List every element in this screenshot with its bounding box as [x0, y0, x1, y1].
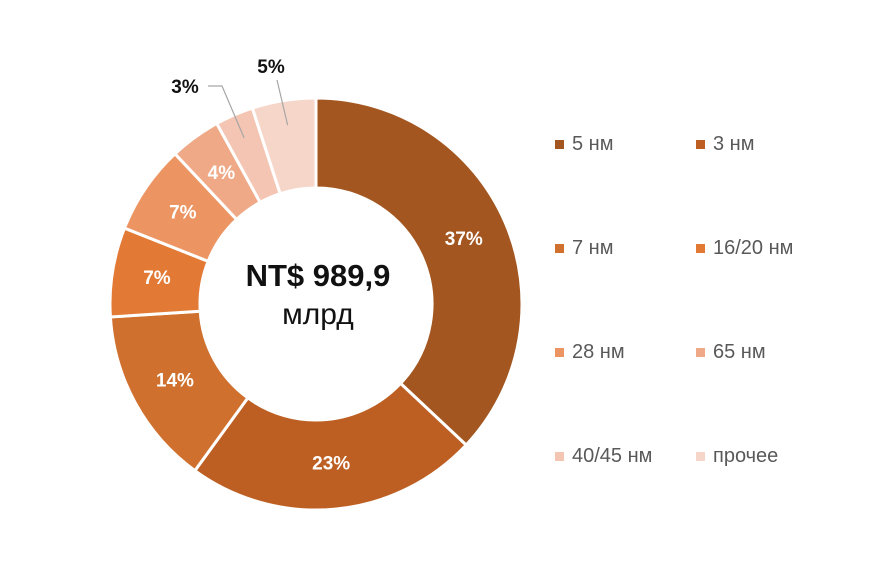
legend-swatch	[696, 452, 705, 461]
legend-item-40-45nm: 40/45 нм	[555, 445, 652, 468]
donut-chart: 37% 23% 14% 7% 7% 4% 3% 5%	[108, 57, 524, 512]
legend-label: 3 нм	[713, 133, 755, 155]
legend-swatch	[555, 140, 564, 149]
legend-label: 16/20 нм	[713, 237, 794, 259]
legend-swatch	[555, 452, 564, 461]
legend-item-16-20nm: 16/20 нм	[696, 237, 793, 260]
legend-label: 5 нм	[572, 133, 614, 155]
legend-label: 65 нм	[713, 341, 766, 363]
leader-line-40-45-нм	[208, 85, 245, 139]
legend-item-7nm: 7 нм	[555, 237, 613, 260]
data-label-40-45-нм: 3%	[171, 77, 199, 98]
center-total: NT$ 989,9	[245, 258, 391, 293]
data-label-65-нм: 4%	[208, 163, 236, 184]
legend-label: 40/45 нм	[572, 445, 653, 467]
legend-swatch	[555, 348, 564, 357]
legend-swatch	[555, 244, 564, 253]
data-label-5-нм: 37%	[445, 229, 483, 250]
leader-line-прочее	[276, 79, 289, 126]
legend-item-other: прочее	[696, 445, 778, 468]
slice-3-нм	[192, 381, 469, 512]
legend-swatch	[696, 244, 705, 253]
legend-swatch	[696, 140, 705, 149]
data-label-7-нм: 14%	[156, 371, 194, 392]
slice-5-нм	[314, 96, 524, 448]
data-label-28-нм: 7%	[169, 203, 197, 224]
legend-item-65nm: 65 нм	[696, 341, 766, 364]
data-label-3-нм: 23%	[312, 453, 350, 474]
legend-swatch	[696, 348, 705, 357]
slice-прочее	[250, 96, 318, 196]
legend-label: 7 нм	[572, 237, 614, 259]
legend-item-28nm: 28 нм	[555, 341, 625, 364]
center-unit: млрд	[282, 298, 354, 331]
data-label-16-20-нм: 7%	[143, 268, 171, 289]
data-label-прочее: 5%	[257, 57, 285, 78]
legend-item-5nm: 5 нм	[555, 133, 613, 156]
legend-label: 28 нм	[572, 341, 625, 363]
legend-label: прочее	[713, 445, 779, 467]
legend-item-3nm: 3 нм	[696, 133, 754, 156]
